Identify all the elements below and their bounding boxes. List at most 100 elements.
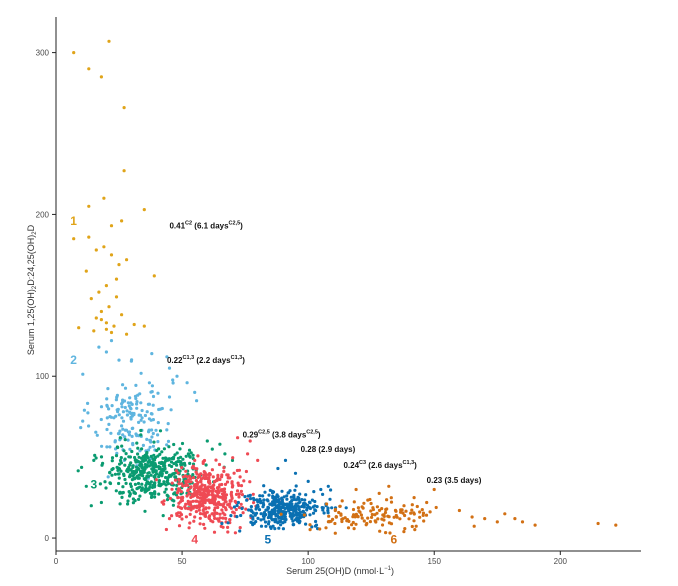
data-point	[296, 517, 300, 521]
data-point	[352, 500, 356, 504]
data-point	[125, 413, 129, 417]
data-point	[146, 456, 150, 460]
data-point	[152, 440, 156, 444]
data-point	[189, 477, 193, 481]
data-point	[156, 440, 160, 444]
data-point	[373, 519, 377, 523]
data-point	[295, 511, 299, 515]
data-point	[200, 504, 204, 508]
data-point	[354, 522, 358, 526]
data-point	[130, 358, 134, 362]
data-point	[223, 513, 227, 517]
data-point	[190, 492, 195, 496]
data-point	[297, 497, 301, 501]
data-point	[376, 517, 380, 521]
data-point	[201, 512, 205, 516]
data-point	[117, 481, 121, 486]
data-point	[129, 484, 133, 489]
data-point	[185, 475, 189, 479]
data-point	[192, 488, 196, 492]
data-point	[282, 502, 286, 506]
data-point	[110, 404, 114, 408]
data-point	[170, 464, 174, 469]
data-point	[280, 489, 284, 493]
data-point	[117, 263, 121, 267]
data-point	[421, 511, 426, 515]
data-point	[241, 511, 245, 515]
data-point	[87, 204, 91, 208]
data-point	[300, 504, 304, 509]
data-point	[266, 522, 271, 526]
data-point	[207, 489, 211, 493]
data-point	[230, 458, 235, 462]
data-point	[184, 454, 188, 458]
data-point	[216, 473, 220, 477]
data-point	[288, 511, 292, 515]
data-point	[219, 503, 223, 507]
data-point	[163, 490, 167, 494]
data-point	[273, 503, 277, 507]
data-point	[251, 511, 255, 515]
data-point	[155, 448, 159, 453]
data-point	[277, 503, 281, 507]
data-point	[123, 477, 127, 482]
data-point	[267, 493, 271, 497]
data-point	[175, 451, 179, 455]
data-point	[319, 487, 323, 492]
data-point	[195, 399, 199, 403]
data-point	[217, 462, 222, 467]
data-point	[180, 482, 184, 486]
data-point	[148, 485, 152, 489]
data-point	[130, 449, 134, 454]
data-point	[158, 471, 162, 475]
data-point	[234, 507, 238, 512]
data-point	[418, 510, 422, 514]
data-point	[256, 516, 260, 521]
data-point	[409, 511, 413, 515]
data-point	[251, 523, 255, 527]
data-point	[166, 422, 170, 426]
data-point	[385, 507, 389, 511]
data-point	[264, 524, 268, 528]
data-point	[483, 517, 487, 521]
data-point	[147, 430, 151, 434]
data-point	[121, 485, 125, 489]
data-point	[99, 318, 103, 322]
data-point	[196, 454, 200, 458]
data-point	[244, 469, 248, 474]
data-point	[424, 513, 429, 517]
data-point	[199, 485, 203, 489]
data-point	[165, 498, 170, 502]
data-point	[188, 454, 192, 458]
data-point	[137, 420, 141, 424]
data-point	[294, 484, 298, 488]
data-point	[157, 467, 161, 471]
data-point	[333, 508, 337, 513]
data-point	[304, 522, 308, 526]
data-point	[216, 486, 220, 490]
data-point	[284, 517, 288, 522]
data-point	[321, 492, 325, 496]
x-tick-label: 50	[178, 557, 187, 566]
data-point	[333, 521, 337, 526]
data-point	[128, 482, 133, 486]
data-point	[138, 494, 142, 498]
data-point	[389, 500, 394, 504]
data-point	[242, 479, 246, 483]
data-point	[218, 477, 222, 482]
data-point	[134, 383, 138, 387]
data-point	[191, 453, 195, 457]
data-point	[533, 523, 537, 527]
data-point	[133, 499, 137, 503]
data-point	[207, 472, 212, 476]
data-point	[148, 445, 152, 449]
data-point	[135, 441, 139, 445]
data-point	[369, 509, 373, 513]
data-point	[380, 507, 384, 511]
data-point	[259, 518, 263, 522]
data-point	[167, 458, 171, 462]
data-point	[133, 471, 137, 475]
data-point	[179, 490, 183, 494]
data-point	[167, 517, 172, 521]
data-point	[158, 407, 163, 411]
